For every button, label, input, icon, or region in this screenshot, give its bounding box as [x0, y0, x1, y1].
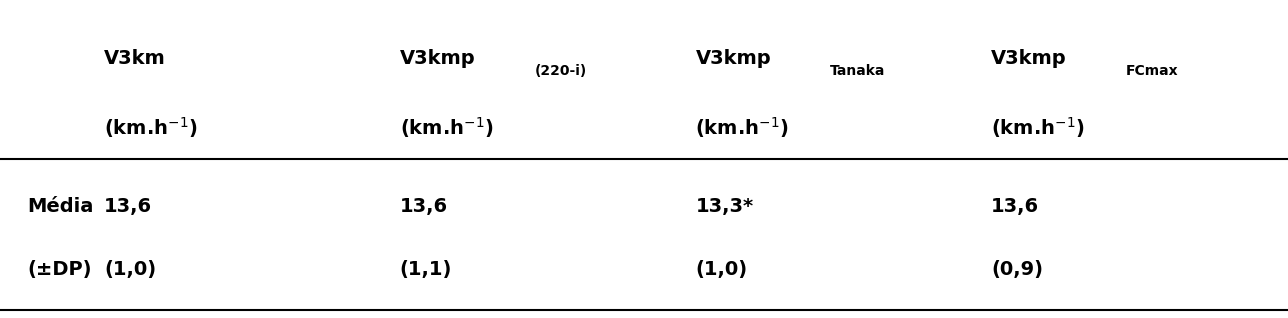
Text: (±DP): (±DP): [27, 260, 91, 279]
Text: 13,6: 13,6: [399, 197, 448, 216]
Text: V3kmp: V3kmp: [399, 49, 475, 68]
Text: V3kmp: V3kmp: [696, 49, 772, 68]
Text: (km.h$^{-1}$): (km.h$^{-1}$): [399, 115, 493, 140]
Text: Tanaka: Tanaka: [831, 64, 886, 78]
Text: (1,1): (1,1): [399, 260, 452, 279]
Text: (km.h$^{-1}$): (km.h$^{-1}$): [104, 115, 198, 140]
Text: Média: Média: [27, 197, 94, 216]
Text: (1,0): (1,0): [104, 260, 156, 279]
Text: V3km: V3km: [104, 49, 166, 68]
Text: 13,3*: 13,3*: [696, 197, 753, 216]
Text: V3kmp: V3kmp: [990, 49, 1066, 68]
Text: (220-i): (220-i): [535, 64, 587, 78]
Text: 13,6: 13,6: [104, 197, 152, 216]
Text: FCmax: FCmax: [1126, 64, 1179, 78]
Text: (km.h$^{-1}$): (km.h$^{-1}$): [696, 115, 790, 140]
Text: (0,9): (0,9): [990, 260, 1043, 279]
Text: (1,0): (1,0): [696, 260, 747, 279]
Text: (km.h$^{-1}$): (km.h$^{-1}$): [990, 115, 1084, 140]
Text: 13,6: 13,6: [990, 197, 1039, 216]
